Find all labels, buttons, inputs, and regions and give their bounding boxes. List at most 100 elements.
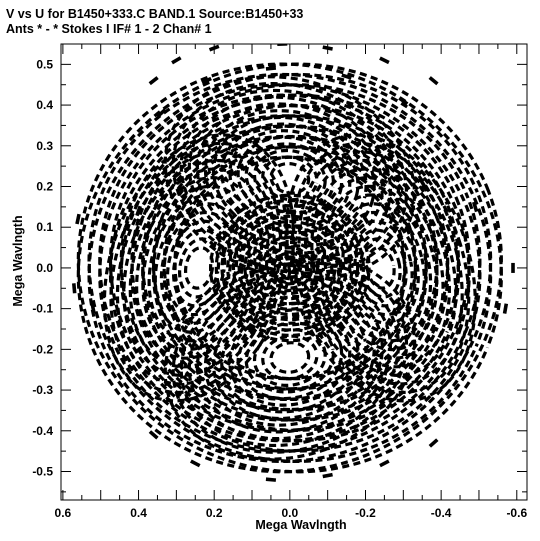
y-tick-label: 0.4 <box>36 98 53 112</box>
uv-track-lobe <box>261 334 319 381</box>
uv-track-lobe <box>163 254 417 461</box>
uv-track-lobe <box>347 219 414 317</box>
y-tick-labels: 0.5 0.4 0.3 0.2 0.1 0.0 -0.1 -0.2 -0.3 -0.4 -0.5 <box>32 57 53 478</box>
uv-track-lobe <box>122 158 276 377</box>
uv-point <box>75 213 81 225</box>
uv-point <box>246 324 258 334</box>
uv-track-lobe <box>102 133 296 403</box>
y-tick-label: -0.3 <box>32 383 53 397</box>
uv-track-outer <box>108 93 471 443</box>
uv-track-outer <box>98 83 482 453</box>
plot-frame <box>60 43 528 501</box>
uv-track-lobe <box>183 246 215 290</box>
uv-point <box>418 177 427 188</box>
plot-marks <box>72 44 515 482</box>
uv-point <box>72 283 77 294</box>
uv-track-lobe <box>236 314 344 401</box>
axis-ticks <box>61 43 527 500</box>
uv-track-center <box>260 240 320 295</box>
uv-track-lobe <box>303 158 458 377</box>
uv-point <box>398 96 409 106</box>
uv-track-lobe <box>269 161 311 195</box>
uv-point <box>265 66 277 71</box>
uv-track-center <box>226 209 354 327</box>
uv-track-lobe <box>297 150 464 386</box>
uv-track-lobe <box>141 184 257 352</box>
uv-point <box>361 213 370 225</box>
uv-track-outer <box>130 114 450 422</box>
uv-track-outer <box>119 103 461 432</box>
uv-point <box>322 202 333 212</box>
y-tick-label: 0.1 <box>36 220 53 234</box>
uv-point <box>135 205 142 217</box>
uv-track-outer <box>87 72 493 463</box>
uv-track-outer <box>151 134 428 401</box>
uv-track-lobe <box>290 141 471 395</box>
uv-track-center <box>249 230 331 306</box>
uv-track-outer <box>141 124 439 412</box>
y-tick-label: 0.2 <box>36 180 53 194</box>
uv-track-outer <box>173 155 407 381</box>
uv-track-lobe <box>177 237 221 299</box>
uv-track-outer <box>141 124 439 412</box>
uv-point <box>456 323 464 335</box>
uv-track-lobe <box>269 341 311 374</box>
uv-point <box>171 56 182 65</box>
y-tick-label: -0.1 <box>32 302 53 316</box>
uv-track-outer <box>173 155 407 381</box>
uv-track-lobe <box>147 193 251 343</box>
uv-point <box>322 472 333 479</box>
x-tick-label: 0.2 <box>206 506 223 520</box>
uv-track-outer <box>119 103 461 432</box>
chart-subtitle: Ants * - * Stokes I IF# 1 - 2 Chan# 1 <box>6 22 212 36</box>
x-axis-label: Mega Wavlngth <box>255 518 346 532</box>
uv-track-center <box>254 235 325 301</box>
uv-track-outer <box>151 134 428 401</box>
uv-point <box>228 222 238 233</box>
uv-point <box>511 262 515 273</box>
x-tick-label: -0.2 <box>355 506 376 520</box>
y-tick-label: -0.4 <box>32 424 53 438</box>
y-tick-label: -0.5 <box>32 465 53 479</box>
x-tick-label: 0.0 <box>281 506 298 520</box>
uv-point <box>379 459 390 468</box>
uv-point <box>156 108 167 118</box>
uv-point <box>201 76 212 85</box>
uv-track-lobe <box>316 176 445 360</box>
uv-point <box>502 303 509 314</box>
uv-track-lobe <box>244 142 335 215</box>
x-tick-label: 0.4 <box>130 506 147 520</box>
uv-track-lobe <box>365 246 396 290</box>
plot-border <box>60 43 528 501</box>
uv-point <box>293 258 302 270</box>
y-axis-label: Mega Wavlngth <box>11 215 25 306</box>
uv-point <box>90 303 96 314</box>
uv-track-lobe <box>153 202 245 334</box>
uv-track-lobe <box>115 150 283 386</box>
uv-point <box>284 245 295 250</box>
uv-point <box>379 56 390 65</box>
uv-point <box>428 438 439 448</box>
y-tick-label: 0.0 <box>36 261 53 275</box>
uv-track-outer <box>162 145 418 391</box>
y-tick-label: 0.5 <box>36 57 53 71</box>
uv-track-lobe <box>128 167 270 369</box>
uv-track-outer <box>76 62 503 474</box>
uv-track-lobe <box>335 202 426 334</box>
x-tick-label: -0.4 <box>431 506 452 520</box>
uv-track-outer <box>162 145 418 391</box>
uv-point <box>190 459 201 468</box>
uv-point <box>148 430 159 440</box>
chart-title: V vs U for B1450+333.C BAND.1 Source:B14… <box>6 7 303 21</box>
uv-track-lobe <box>359 237 402 299</box>
uv-track-outer <box>76 62 503 474</box>
uv-track-lobe <box>329 193 433 343</box>
uv-track-outer <box>98 83 482 453</box>
uv-point <box>172 311 180 323</box>
x-tick-labels: 0.6 0.4 0.2 0.0 -0.2 -0.4 -0.6 <box>55 506 528 520</box>
y-tick-label: 0.3 <box>36 139 53 153</box>
uv-point <box>471 201 479 213</box>
uv-point <box>341 73 352 80</box>
uv-point <box>330 311 341 322</box>
